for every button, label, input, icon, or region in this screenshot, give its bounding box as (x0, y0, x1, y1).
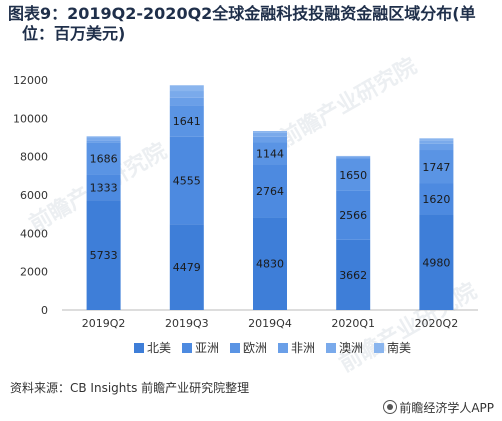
bar-data-label: 1641 (173, 115, 201, 128)
bar-data-label: 2566 (339, 209, 367, 222)
bar-segment (169, 91, 204, 98)
bar-segment (419, 143, 454, 151)
bar-segment (86, 137, 121, 141)
bar-data-label: 4980 (422, 256, 450, 269)
bar-segment (419, 140, 454, 144)
bar-data-label: 2764 (256, 185, 284, 198)
x-tick-label: 2019Q2 (82, 317, 126, 330)
bar-segment (336, 159, 371, 191)
legend-label: 非洲 (291, 341, 315, 355)
legend-label: 欧洲 (243, 341, 267, 355)
legend-swatch (134, 343, 144, 353)
bar-segment (169, 136, 204, 225)
bar-segment (253, 142, 287, 165)
x-tick-label: 2019Q4 (248, 317, 292, 330)
bar-data-label: 1650 (339, 169, 367, 182)
bar-segment (86, 200, 121, 310)
bar-data-label: 1620 (422, 193, 450, 206)
bar-segment (419, 214, 454, 310)
y-tick-label: 10000 (13, 112, 48, 125)
bar-data-label: 1747 (422, 161, 450, 174)
footer-brand: 前瞻经济学人APP (383, 399, 494, 416)
y-tick-label: 12000 (13, 74, 48, 87)
legend-label: 北美 (147, 341, 171, 355)
bar-segment (86, 140, 121, 143)
y-tick-label: 4000 (20, 227, 48, 240)
bar-data-label: 1144 (256, 147, 284, 160)
bar-segment (419, 183, 454, 215)
bar-segment (336, 239, 371, 310)
legend-swatch (278, 343, 288, 353)
bar-segment (253, 164, 287, 218)
bar-segment (169, 85, 204, 92)
bar-segment (86, 136, 121, 138)
bar-segment (336, 156, 371, 158)
bar-data-label: 1686 (90, 152, 118, 165)
footer-brand-text: 前瞻经济学人APP (399, 401, 494, 415)
legend-swatch (182, 343, 192, 353)
bar-data-label: 4555 (173, 175, 201, 188)
bar-segment (86, 142, 121, 175)
legend-label: 南美 (387, 340, 411, 355)
bar-segment (169, 224, 204, 310)
bar-data-label: 1333 (90, 181, 118, 194)
legend-label: 亚洲 (195, 341, 219, 355)
bar-data-label: 4479 (173, 261, 201, 274)
y-tick-label: 8000 (20, 151, 48, 164)
chart-title: 图表9：2019Q2-2020Q2全球金融科技投融资金融区域分布(单 位：百万美… (8, 4, 494, 44)
bar-data-label: 4830 (256, 258, 284, 271)
x-tick-label: 2020Q2 (415, 317, 459, 330)
bar-segment (336, 157, 371, 160)
y-tick-label: 2000 (20, 266, 48, 279)
bar-data-label: 3662 (339, 269, 367, 282)
bar-segment (419, 150, 454, 184)
bar-segment (86, 174, 121, 201)
chart-title-line2: 位：百万美元) (22, 24, 126, 43)
bar-segment (253, 131, 287, 133)
bar-segment (253, 136, 287, 143)
bar-segment (419, 138, 454, 141)
stacked-bar-chart: 0 2000 4000 6000 8000 10000 12000 5733 1333 1686 2… (13, 74, 478, 355)
bar-segment (336, 190, 371, 240)
bar-segment (253, 132, 287, 137)
legend-swatch (374, 343, 384, 353)
bar-data-label: 5733 (90, 249, 118, 262)
chart-title-line1: 图表9：2019Q2-2020Q2全球金融科技投融资金融区域分布(单 (8, 4, 476, 23)
bar-segment (253, 217, 287, 310)
bar-segment (169, 105, 204, 137)
x-tick-label: 2019Q3 (165, 317, 209, 330)
source-note: 资料来源：CB Insights 前瞻产业研究院整理 (10, 381, 250, 395)
legend-label: 澳洲 (339, 341, 363, 355)
brand-logo-icon (383, 400, 398, 414)
y-tick-label: 6000 (20, 189, 48, 202)
legend-swatch (326, 343, 336, 353)
bar-segment (169, 97, 204, 106)
legend-swatch (230, 343, 240, 353)
x-tick-label: 2020Q1 (331, 317, 375, 330)
y-tick-label: 0 (41, 304, 48, 317)
